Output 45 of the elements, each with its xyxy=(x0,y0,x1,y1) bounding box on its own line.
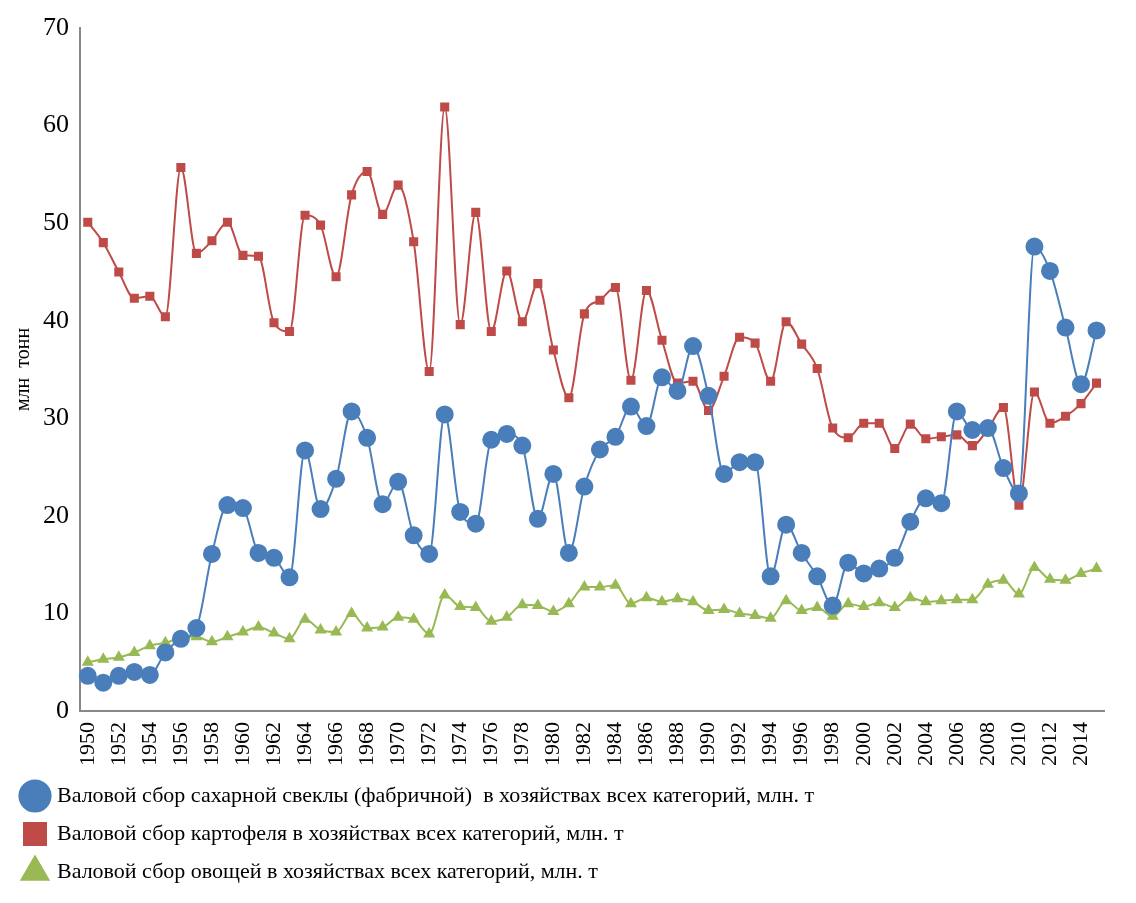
y-tick-label: 70 xyxy=(43,11,69,41)
x-tick-label: 1962 xyxy=(259,722,285,766)
x-tick-label: 1986 xyxy=(632,722,658,766)
x-tick-label: 1982 xyxy=(570,722,596,766)
x-tick-label: 1966 xyxy=(321,722,347,766)
y-tick-label: 50 xyxy=(43,206,69,236)
x-tick-label: 2000 xyxy=(849,722,875,766)
x-tick-label: 2002 xyxy=(880,722,906,766)
x-tick-label: 1964 xyxy=(290,722,316,766)
x-tick-label: 2014 xyxy=(1066,722,1092,766)
x-tick-label: 1950 xyxy=(73,722,99,766)
x-tick-label: 1970 xyxy=(383,722,409,766)
x-tick-label: 1956 xyxy=(166,722,192,766)
x-tick-label: 1994 xyxy=(756,722,782,766)
x-tick-label: 1988 xyxy=(663,722,689,766)
x-tick-label: 2012 xyxy=(1035,722,1061,766)
x-tick-label: 2004 xyxy=(911,722,937,766)
y-tick-label: 60 xyxy=(43,109,69,139)
x-tick-label: 1996 xyxy=(787,722,813,766)
x-tick-label: 1968 xyxy=(352,722,378,766)
x-tick-label: 1958 xyxy=(197,722,223,766)
y-tick-label: 0 xyxy=(56,694,69,724)
x-tick-label: 1952 xyxy=(104,722,130,766)
x-tick-label: 2010 xyxy=(1004,722,1030,766)
y-axis-title: млн тонн xyxy=(11,327,34,412)
legend-label: Валовой сбор овощей в хозяйствах всех категорий, млн. т xyxy=(57,857,599,883)
x-tick-label: 1980 xyxy=(539,722,565,766)
y-tick-label: 30 xyxy=(43,402,69,432)
x-tick-label: 1972 xyxy=(414,722,440,766)
x-tick-label: 1976 xyxy=(477,722,503,766)
legend-label: Валовой сбор картофеля в хозяйствах всех категорий, млн. т xyxy=(57,819,624,845)
x-tick-label: 1998 xyxy=(818,722,844,766)
x-tick-label: 2008 xyxy=(973,722,999,766)
x-tick-label: 1960 xyxy=(228,722,254,766)
x-tick-label: 1978 xyxy=(508,722,534,766)
y-tick-label: 20 xyxy=(43,499,69,529)
x-tick-label: 1954 xyxy=(135,722,161,766)
x-tick-label: 1990 xyxy=(694,722,720,766)
x-tick-label: 1974 xyxy=(446,722,472,766)
x-tick-label: 1984 xyxy=(601,722,627,766)
x-tick-label: 1992 xyxy=(725,722,751,766)
legend-label: Валовой сбор сахарной свеклы (фабричной) в хозяйствах всех категорий, млн. т xyxy=(57,781,815,807)
y-tick-label: 40 xyxy=(43,304,69,334)
y-tick-label: 10 xyxy=(43,597,69,627)
x-tick-label: 2006 xyxy=(942,722,968,766)
